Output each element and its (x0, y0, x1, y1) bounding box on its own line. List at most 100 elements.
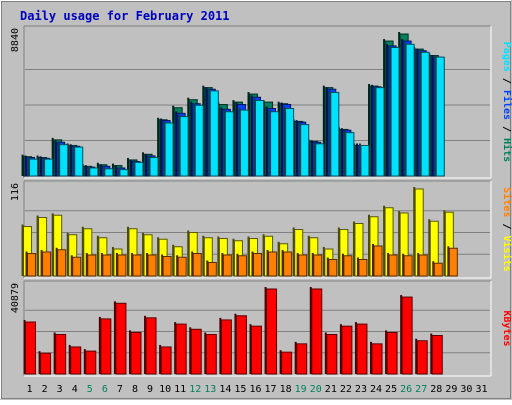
bar-shadow-files (265, 106, 268, 176)
bar-sites (87, 254, 97, 277)
bar-shadow-sites (356, 257, 359, 276)
x-tick-label: 26 (400, 384, 412, 395)
bar-shadow-files (325, 87, 328, 176)
bar-shadow-files (371, 84, 374, 176)
bar-sites (433, 262, 443, 277)
bar-kbytes (85, 350, 97, 375)
bar-sites (403, 255, 413, 277)
bar-shadow-visits (172, 244, 175, 276)
bar-shadow-files (310, 140, 313, 176)
bar-shadow-kbytes (204, 332, 207, 374)
bar-pages (390, 46, 400, 177)
bar-shadow-kbytes (415, 338, 418, 374)
bar-shadow-sites (221, 253, 224, 276)
x-tick-label: 10 (159, 384, 171, 395)
bar-sites (207, 262, 217, 277)
bar-shadow-pages (298, 122, 301, 176)
bar-shadow-pages (328, 90, 331, 176)
bar-shadow-visits (413, 187, 416, 276)
bar-shadow-sites (161, 254, 164, 276)
bar-shadow-sites (281, 250, 284, 276)
x-tick-label: 27 (415, 384, 427, 395)
legend-item-visits: Visits (501, 236, 512, 272)
x-tick-label: 30 (460, 384, 472, 395)
bar-sites (418, 254, 428, 277)
bar-shadow-kbytes (113, 301, 116, 374)
bar-sites (162, 256, 172, 277)
bar-pages (405, 43, 415, 177)
bar-shadow-sites (55, 247, 58, 276)
bar-kbytes (25, 321, 37, 375)
bar-pages (44, 158, 54, 177)
bar-shadow-kbytes (309, 287, 312, 374)
bar-pages (164, 122, 174, 177)
bar-sites (343, 255, 353, 277)
bar-shadow-visits (368, 214, 371, 276)
panel-hits: 8840 Pages / Files / Hits (10, 25, 512, 179)
bar-shadow-files (54, 140, 57, 176)
bar-pages (104, 168, 114, 177)
bar-shadow-files (386, 43, 389, 177)
bar-pages (89, 167, 99, 177)
bar-shadow-visits (247, 236, 250, 276)
x-tick-label: 18 (280, 384, 292, 395)
bar-pages (194, 104, 204, 177)
legend-separator: / (501, 72, 512, 90)
bar-shadow-visits (262, 234, 265, 276)
bar-sites (222, 254, 232, 277)
bar-shadow-kbytes (279, 350, 282, 374)
bar-shadow-visits (126, 226, 129, 276)
bar-sites (253, 253, 262, 277)
bar-shadow-sites (25, 251, 28, 276)
bar-shadow-kbytes (128, 330, 131, 374)
bar-shadow-sites (100, 253, 103, 276)
bar-shadow-files (129, 159, 132, 176)
bar-shadow-kbytes (430, 333, 433, 374)
bar-kbytes (431, 335, 443, 375)
bar-shadow-kbytes (38, 351, 41, 374)
bar-shadow-visits (443, 210, 446, 276)
bar-shadow-sites (176, 255, 179, 276)
x-tick-label: 22 (340, 384, 352, 395)
bar-shadow-kbytes (68, 344, 71, 374)
bar-shadow-kbytes (294, 341, 297, 374)
bar-shadow-visits (217, 236, 220, 276)
bar-kbytes (386, 331, 398, 375)
bar-shadow-kbytes (98, 316, 101, 374)
x-tick-label: 23 (355, 384, 367, 395)
x-tick-label: 13 (204, 384, 216, 395)
bar-shadow-sites (447, 246, 450, 276)
bar-shadow-files (24, 155, 27, 176)
bar-shadow-hits (322, 85, 325, 176)
bar-shadow-sites (40, 250, 43, 276)
bar-pages (134, 161, 144, 177)
series-sites (25, 244, 458, 277)
legend-hits: Pages / Files / Hits (501, 42, 512, 162)
bar-shadow-pages (419, 50, 422, 176)
bar-shadow-visits (66, 232, 69, 276)
series-kbytes (23, 287, 443, 375)
bar-sites (298, 254, 308, 277)
bar-pages (179, 116, 189, 177)
bar-sites (313, 254, 323, 277)
x-tick-label: 17 (265, 384, 277, 395)
bar-pages (59, 144, 69, 177)
bar-shadow-pages (223, 109, 226, 176)
bar-shadow-hits (368, 84, 371, 176)
bar-shadow-sites (266, 250, 269, 276)
bar-sites (27, 253, 37, 277)
bar-pages (375, 87, 385, 177)
bar-shadow-kbytes (234, 313, 237, 374)
bar-shadow-files (355, 143, 358, 176)
x-tick-label: 21 (325, 384, 337, 395)
bar-shadow-visits (36, 215, 39, 276)
bar-pages (29, 158, 39, 177)
bar-sites (388, 254, 398, 277)
x-tick-label: 7 (117, 384, 123, 395)
x-tick-label: 1 (27, 384, 33, 395)
series-pages (27, 42, 445, 177)
bar-kbytes (115, 302, 127, 375)
bar-shadow-files (416, 48, 419, 176)
bar-shadow-kbytes (354, 322, 357, 374)
bar-shadow-visits (232, 238, 235, 276)
